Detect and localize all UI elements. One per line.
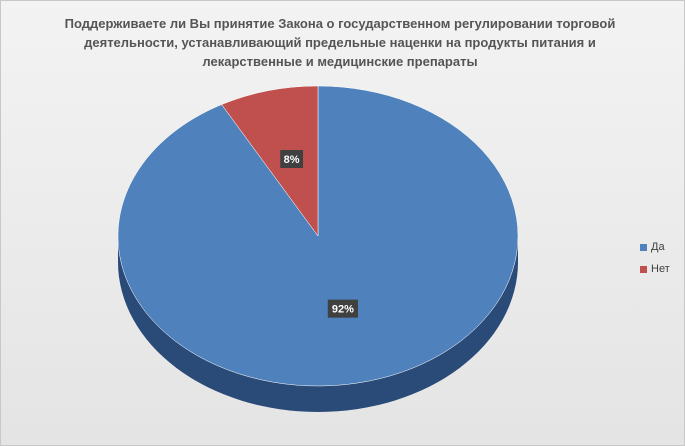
- legend-item-net: Нет: [640, 258, 670, 280]
- data-label-box-0: [327, 299, 358, 318]
- legend-swatch-da: [640, 243, 647, 251]
- legend-swatch-net: [640, 265, 647, 273]
- legend-item-da: Да: [640, 236, 670, 258]
- data-label-1: 8%: [284, 154, 300, 166]
- data-label-0: 92%: [332, 304, 354, 316]
- chart-legend: Да Нет: [640, 236, 670, 280]
- chart-title: Поддерживаете ли Вы принятие Закона о го…: [64, 16, 616, 69]
- pie-side-0: [118, 236, 518, 412]
- legend-label-da: Да: [651, 241, 665, 253]
- data-label-box-1: [280, 149, 304, 168]
- legend-label-net: Нет: [651, 263, 670, 275]
- pie-slice-net: [221, 85, 319, 237]
